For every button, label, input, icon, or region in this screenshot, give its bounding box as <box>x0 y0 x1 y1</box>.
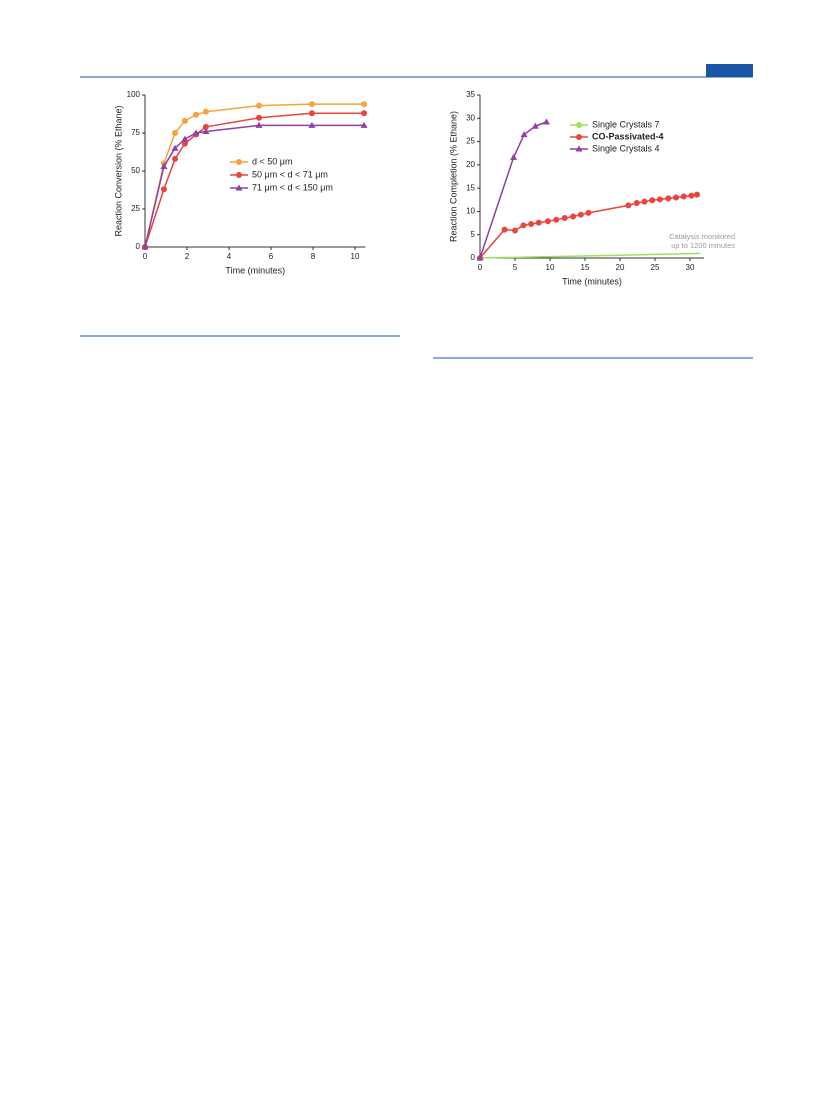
y-tick-label: 30 <box>466 113 475 122</box>
data-point <box>531 122 539 129</box>
x-tick-label: 25 <box>651 263 660 272</box>
data-point <box>181 135 189 142</box>
data-point <box>171 144 179 151</box>
data-point <box>236 159 242 165</box>
data-point <box>236 172 242 178</box>
data-point <box>202 127 210 134</box>
data-point <box>255 121 263 128</box>
annotation: up to 1200 minutes <box>671 241 735 250</box>
series-line <box>479 193 698 259</box>
data-point <box>633 200 640 207</box>
data-point <box>694 191 700 198</box>
data-point <box>361 110 368 117</box>
data-point <box>192 129 200 136</box>
y-tick-label: 75 <box>131 128 140 137</box>
legend-label: Single Crystals 4 <box>592 143 660 153</box>
data-point <box>553 216 560 223</box>
data-point <box>256 102 263 109</box>
x-tick-label: 20 <box>616 263 625 272</box>
annotation: Catalysis monitored <box>669 232 735 241</box>
data-point <box>656 196 663 203</box>
x-tick-label: 30 <box>686 263 695 272</box>
y-tick-label: 20 <box>466 160 475 169</box>
x-tick-label: 15 <box>581 263 590 272</box>
data-point <box>172 155 179 162</box>
x-tick-label: 2 <box>185 252 190 261</box>
data-point <box>308 101 315 108</box>
data-point <box>528 221 535 228</box>
y-tick-label: 15 <box>466 183 475 192</box>
data-point <box>665 195 672 202</box>
x-tick-label: 0 <box>143 252 148 261</box>
x-tick-label: 8 <box>311 252 316 261</box>
data-point <box>520 131 528 138</box>
data-point <box>535 219 542 226</box>
legend-label: Single Crystals 7 <box>592 119 660 129</box>
data-point <box>688 192 695 199</box>
data-point <box>172 130 179 136</box>
x-axis-title: Time (minutes) <box>562 276 622 286</box>
data-point <box>575 145 583 152</box>
y-tick-label: 35 <box>466 90 475 99</box>
data-point <box>181 140 188 147</box>
data-point <box>256 114 263 121</box>
data-point <box>512 227 518 234</box>
data-point <box>649 197 656 204</box>
data-point <box>141 243 149 250</box>
data-point <box>680 193 687 200</box>
data-point <box>673 194 679 201</box>
data-point <box>360 121 368 128</box>
x-tick-label: 10 <box>351 252 360 261</box>
data-point <box>308 110 315 117</box>
legend-label: 71 μm < d < 150 μm <box>252 182 333 192</box>
y-tick-label: 50 <box>131 166 140 175</box>
y-tick-label: 100 <box>127 90 141 99</box>
x-tick-label: 10 <box>546 263 555 272</box>
y-tick-label: 5 <box>471 230 476 239</box>
y-tick-label: 25 <box>131 204 140 213</box>
legend-label: 50 μm < d < 71 μm <box>252 169 328 179</box>
data-point <box>202 123 209 130</box>
data-point <box>544 218 551 225</box>
data-point <box>476 254 484 261</box>
data-point <box>561 214 568 221</box>
data-point <box>577 211 584 218</box>
data-point <box>501 226 508 233</box>
y-tick-label: 0 <box>471 253 476 262</box>
legend-label: d < 50 μm <box>252 156 292 166</box>
y-tick-label: 10 <box>466 207 475 216</box>
y-tick-label: 0 <box>136 242 141 251</box>
data-point <box>576 134 582 140</box>
data-point <box>641 198 648 205</box>
data-point <box>576 122 582 128</box>
data-point <box>543 118 550 125</box>
legend-label: CO-Passivated-4 <box>592 131 664 141</box>
data-point <box>308 121 316 128</box>
data-point <box>160 162 168 169</box>
y-tick-label: 25 <box>466 137 475 146</box>
x-tick-label: 0 <box>478 263 483 272</box>
series-line <box>479 252 701 259</box>
data-point <box>585 209 592 216</box>
header-tab <box>706 64 753 77</box>
x-tick-label: 5 <box>513 263 518 272</box>
data-point <box>510 153 518 160</box>
data-point <box>625 202 632 209</box>
series-line <box>479 121 547 259</box>
data-point <box>202 108 209 115</box>
data-point <box>570 213 577 220</box>
x-tick-label: 6 <box>269 252 274 261</box>
y-axis-title: Reaction Conversion (% Ethane) <box>113 105 123 236</box>
data-point <box>193 111 200 118</box>
data-point <box>235 184 243 191</box>
data-point <box>520 222 527 229</box>
data-point <box>181 117 188 124</box>
y-axis-title: Reaction Completion (% Ethane) <box>448 111 458 242</box>
data-point <box>160 186 167 193</box>
x-tick-label: 4 <box>227 252 232 261</box>
x-axis-title: Time (minutes) <box>225 265 285 275</box>
data-point <box>361 101 368 108</box>
